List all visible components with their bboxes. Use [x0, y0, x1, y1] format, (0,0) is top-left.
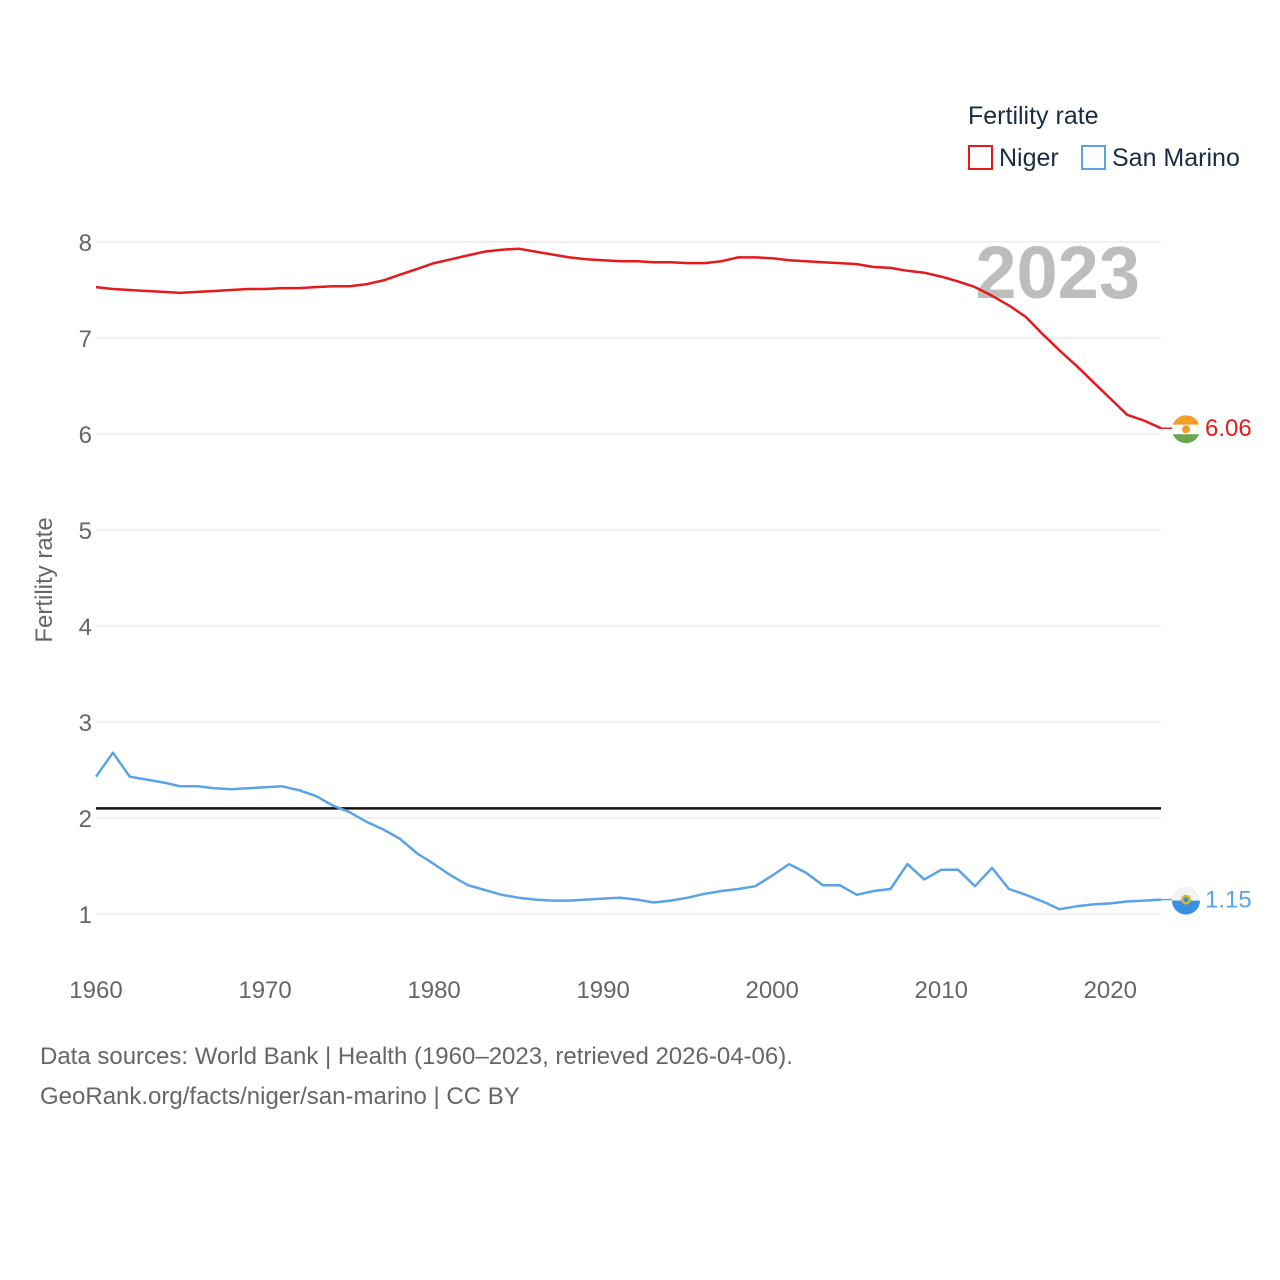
gridlines	[96, 241, 1161, 915]
san-marino-flag-icon	[1172, 886, 1200, 915]
y-tick-label: 3	[79, 710, 92, 737]
y-axis: 1 2 3 4 5 6 7 8	[79, 230, 92, 929]
y-tick-label: 7	[79, 326, 92, 353]
legend-label-san-marino: San Marino	[1112, 144, 1240, 172]
y-axis-title: Fertility rate	[31, 517, 58, 642]
y-tick-label: 1	[79, 902, 92, 929]
end-value-niger: 6.06	[1205, 415, 1252, 442]
x-tick-label: 2020	[1084, 977, 1137, 1004]
end-marker-san-marino: 1.15	[1172, 886, 1252, 915]
y-tick-label: 4	[79, 614, 92, 641]
year-label: 2023	[975, 231, 1140, 314]
legend-item-niger[interactable]: Niger	[968, 144, 1059, 172]
x-tick-label: 1990	[576, 977, 629, 1004]
series-lines	[94, 247, 1172, 911]
legend-swatch-san-marino	[1081, 145, 1106, 170]
x-axis: 1960 1970 1980 1990 2000 2010 2020	[69, 977, 1137, 1004]
x-tick-label: 1970	[238, 977, 291, 1004]
x-tick-label: 1980	[407, 977, 460, 1004]
x-tick-label: 2010	[915, 977, 968, 1004]
y-tick-label: 5	[79, 518, 92, 545]
end-value-san-marino: 1.15	[1205, 887, 1252, 914]
x-tick-label: 2000	[745, 977, 798, 1004]
x-tick-label: 1960	[69, 977, 122, 1004]
footer-source: Data sources: World Bank | Health (1960–…	[40, 1043, 793, 1070]
y-tick-label: 6	[79, 422, 92, 449]
legend-item-san-marino[interactable]: San Marino	[1081, 144, 1240, 172]
legend-label-niger: Niger	[999, 144, 1059, 172]
legend: Fertility rate Niger San Marino	[968, 102, 1240, 172]
footer-credit: GeoRank.org/facts/niger/san-marino | CC …	[40, 1083, 520, 1110]
niger-flag-icon	[1172, 415, 1200, 444]
y-tick-label: 8	[79, 230, 92, 257]
end-marker-niger: 6.06	[1172, 415, 1252, 444]
series-line-niger	[95, 247, 1162, 430]
legend-swatch-niger	[968, 145, 993, 170]
series-line-san-marino	[94, 751, 1162, 911]
legend-title: Fertility rate	[968, 102, 1099, 130]
y-tick-label: 2	[79, 806, 92, 833]
